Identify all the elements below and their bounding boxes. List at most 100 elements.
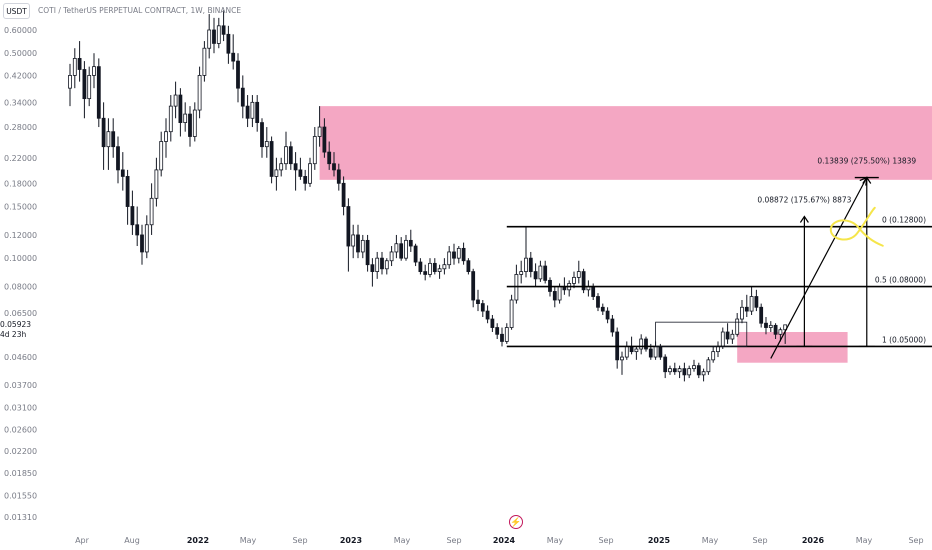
candle [365,234,370,272]
candle [245,95,250,128]
candle [164,118,168,158]
candle [629,336,634,355]
candle [332,152,336,177]
time-tick-label: May [702,536,719,545]
candle [509,294,514,330]
fib-label-0: 0 (0.12800) [882,216,926,225]
candle-body [399,243,404,259]
candle-body [432,262,437,272]
candle-body [442,264,447,270]
candle-body [764,322,768,328]
demand-zone [737,332,848,363]
candle-body [572,276,576,284]
time-tick-label: 2026 [802,536,825,545]
candle [360,234,365,259]
time-tick-label: May [547,536,564,545]
candle-body [389,251,394,262]
candle-body [317,126,322,137]
candle [173,81,178,119]
candle [168,95,173,142]
time-tick-label: 2023 [340,536,362,545]
measure-2-label: 0.13839 (275.50%) 13839 [817,157,916,166]
time-tick-label: Aug [124,536,140,545]
candle-body [250,101,255,119]
candle [72,48,77,89]
tradingview-bolt-icon[interactable]: ⚡ [509,515,523,529]
candle-body [303,176,308,184]
candle-body [111,131,116,148]
price-tick-label: 0.12000 [4,231,37,240]
candle [221,10,226,42]
time-tick-label: Apr [75,536,90,545]
candle-body [476,299,480,304]
candle [668,365,672,375]
candle-body [620,356,624,361]
candle-body [437,268,442,272]
candle [260,118,264,158]
time-tick-label: Sep [292,536,307,545]
candle-body [68,75,72,89]
candle [687,365,692,379]
candle [216,17,221,49]
candle [485,305,490,324]
candle-body [332,163,336,171]
candle [490,314,495,333]
candle [572,271,576,289]
candle-body [236,60,240,89]
candle-body [183,113,188,123]
candle-body [456,247,461,259]
currency-selector[interactable]: USDT [3,3,30,19]
fib-label-1: 1 (0.05000) [882,335,926,344]
time-tick-label: Sep [908,536,923,545]
candle-body [696,365,701,376]
candle [101,102,106,170]
candle-body [543,265,548,281]
candle [480,300,485,318]
candle-body [322,126,327,153]
candle-body [663,356,668,373]
candle [504,323,509,344]
candle-body [749,296,754,312]
candle [716,341,720,358]
candle-body [706,359,711,373]
candle-body [653,346,658,358]
candle-body [226,33,231,54]
candle [288,141,293,170]
candle-body [140,234,144,253]
candle-body [490,318,495,328]
candle-body [668,368,672,373]
candle-body [471,271,476,301]
candle-body [672,368,677,373]
candle [576,260,581,284]
time-tick-label: Sep [598,536,613,545]
candle-body [701,371,706,376]
candle-body [327,151,332,165]
candle [476,289,480,312]
candle [706,357,711,375]
candle [384,258,389,275]
candle-body [135,224,140,236]
candle-body [221,25,226,35]
candle-body [188,113,192,137]
candle [413,243,418,267]
candle [418,258,423,275]
candle-body [106,131,111,148]
candle [312,127,317,170]
candle [192,102,197,142]
candle-body [677,368,682,373]
supply-zone [319,106,932,180]
candle [322,118,327,158]
candle-body [524,257,528,272]
candle-body [754,296,759,308]
candle [269,136,274,184]
candle-body [356,234,360,253]
time-tick-label: 2022 [187,536,209,545]
candle-body [274,169,279,177]
candle [495,323,500,340]
candle [327,141,332,170]
candle-body [178,94,183,123]
candle [77,41,82,82]
time-tick-label: 2025 [648,536,671,545]
candle-body [384,260,389,270]
